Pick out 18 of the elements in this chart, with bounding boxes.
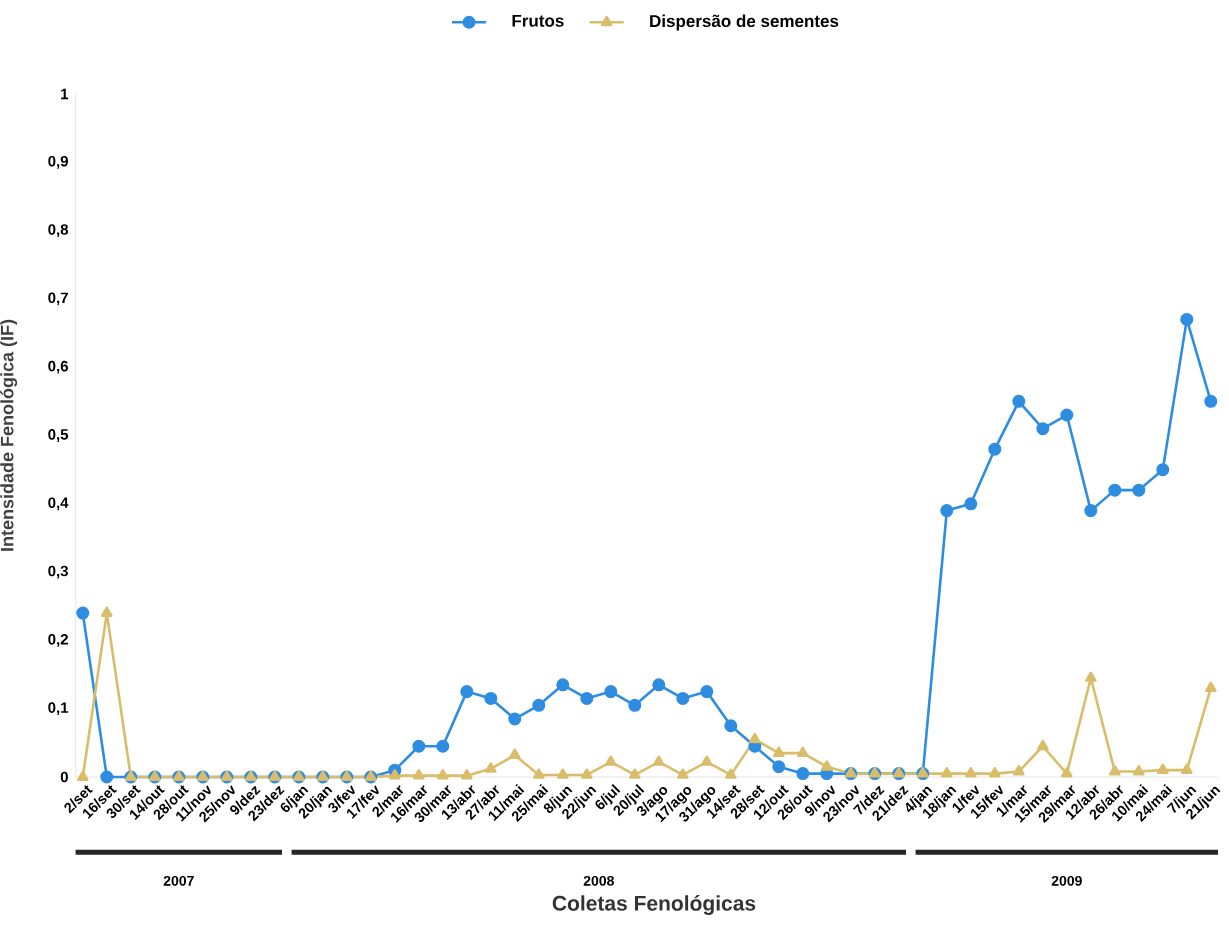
- y-tick-label: 0,2: [48, 634, 68, 647]
- y-tick-label: 0,4: [48, 497, 69, 511]
- text: 2008: [583, 875, 614, 886]
- legend-label: Dispersão de sementes: [650, 14, 839, 31]
- y-tick-label: 0,5: [48, 429, 69, 442]
- y-tick-label: 0,6: [48, 360, 68, 374]
- y-tick-label: 0,9: [48, 155, 68, 169]
- text: 2009: [1051, 875, 1082, 886]
- y-tick-label: 0: [60, 771, 68, 783]
- x-axis-title: Coletas Fenológicas: [552, 895, 756, 915]
- text: 2007: [163, 875, 194, 886]
- y-tick-label: 0,3: [48, 565, 68, 579]
- legend-label: Frutos: [512, 14, 564, 27]
- y-axis-title: Intensidade Fenológica (IF): [0, 319, 18, 551]
- y-tick-label: 0,7: [48, 292, 68, 306]
- y-tick-label: 0,8: [48, 224, 69, 237]
- y-tick-label: 0,1: [48, 702, 69, 716]
- y-tick-label: 1: [61, 88, 69, 100]
